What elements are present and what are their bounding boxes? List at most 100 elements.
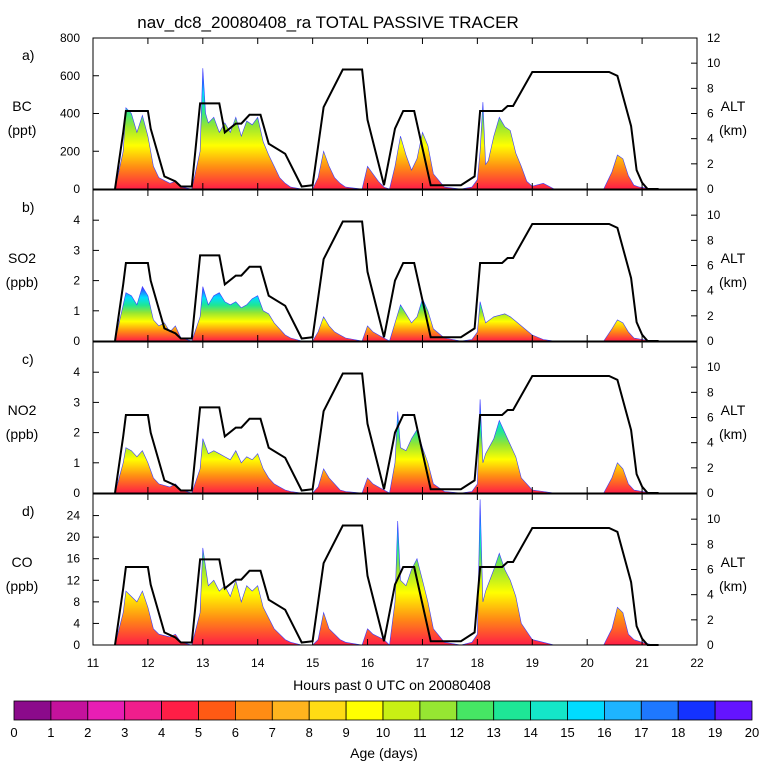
panel-letter: a) — [22, 47, 34, 63]
alt-axis-label: ALT — [721, 402, 746, 418]
colorbar-tick-label: 17 — [634, 725, 648, 740]
colorbar-tick-label: 11 — [413, 725, 427, 740]
species-units: (ppt) — [8, 122, 37, 138]
colorbar-swatch — [382, 700, 421, 721]
alt-tick-label: 6 — [707, 563, 714, 577]
y-tick-label: 4 — [73, 616, 80, 630]
colorbar: 0 1 2 3 4 5 6 7 8 9 10 11 12 13 14 15 16 17 18 19 20 — [10, 700, 759, 740]
x-tick-label: 11 — [87, 656, 100, 670]
alt-tick-label: 8 — [707, 233, 714, 247]
x-tick-label: 19 — [526, 656, 540, 670]
y-tick-label: 8 — [73, 595, 80, 609]
y-tick-label: 12 — [67, 573, 81, 587]
altitude-line-so2 — [114, 220, 659, 342]
species-units: (ppb) — [6, 274, 39, 290]
alt-tick-label: 2 — [707, 309, 714, 323]
colorbar-tick-label: 8 — [306, 725, 313, 740]
y-tick-label: 20 — [67, 530, 81, 544]
y-tick-label: 2 — [73, 426, 80, 440]
colorbar-tick-label: 16 — [597, 725, 611, 740]
alt-tick-label: 8 — [707, 537, 714, 551]
colorbar-swatch — [604, 700, 642, 721]
alt-tick-label: 12 — [707, 31, 721, 45]
colorbar-swatch — [161, 700, 199, 721]
colorbar-tick-label: 7 — [269, 725, 276, 740]
colorbar-swatch — [308, 700, 347, 721]
colorbar-swatch — [530, 700, 568, 721]
x-tick-label: 15 — [306, 656, 320, 670]
panel-no2: 0 1 2 3 4 0 2 4 6 8 10 c) NO2 (ppb) ALT (km) — [6, 341, 747, 500]
y-tick-label: 3 — [73, 243, 80, 257]
y-tick-label: 600 — [60, 69, 80, 83]
alt-tick-label: 2 — [707, 157, 714, 171]
y-tick-label: 0 — [73, 638, 80, 652]
species-label: BC — [12, 98, 31, 114]
alt-axis-label: ALT — [721, 98, 746, 114]
alt-tick-label: 10 — [707, 56, 721, 70]
altitude-line-no2 — [114, 372, 659, 494]
species-label: SO2 — [8, 250, 36, 266]
y-tick-label: 4 — [73, 365, 80, 379]
x-tick-label: 22 — [690, 656, 704, 670]
colorbar-swatch — [345, 700, 384, 721]
panel-letter: b) — [22, 199, 34, 215]
colorbar-tick-label: 9 — [342, 725, 349, 740]
altitude-line-co — [114, 524, 659, 646]
colorbar-tick-label: 19 — [708, 725, 722, 740]
species-label: NO2 — [8, 402, 37, 418]
y-tick-label: 16 — [67, 552, 81, 566]
alt-tick-label: 0 — [707, 334, 714, 348]
tracer-area-co — [114, 499, 654, 646]
y-tick-label: 0 — [73, 334, 80, 348]
colorbar-swatch — [124, 700, 162, 721]
tracer-area-bc — [114, 68, 654, 190]
alt-tick-label: 10 — [707, 208, 721, 222]
colorbar-swatch — [234, 700, 273, 721]
colorbar-tick-label: 5 — [195, 725, 202, 740]
alt-tick-label: 4 — [707, 132, 714, 146]
y-tick-label: 0 — [73, 182, 80, 196]
species-units: (ppb) — [6, 578, 39, 594]
colorbar-tick-label: 20 — [745, 725, 759, 740]
y-tick-label: 1 — [73, 456, 80, 470]
alt-axis-units: (km) — [719, 578, 747, 594]
alt-axis-units: (km) — [719, 426, 747, 442]
alt-tick-label: 10 — [707, 360, 721, 374]
alt-tick-label: 0 — [707, 182, 714, 196]
colorbar-swatch — [419, 700, 458, 721]
colorbar-swatch — [456, 700, 495, 721]
x-tick-label: 14 — [251, 656, 265, 670]
alt-tick-label: 4 — [707, 436, 714, 450]
x-tick-label: 17 — [416, 656, 430, 670]
colorbar-tick-label: 4 — [158, 725, 165, 740]
alt-tick-label: 6 — [707, 107, 714, 121]
alt-tick-label: 2 — [707, 461, 714, 475]
alt-axis-units: (km) — [719, 122, 747, 138]
colorbar-tick-label: 3 — [121, 725, 128, 740]
y-tick-label: 1 — [73, 304, 80, 318]
colorbar-tick-label: 6 — [232, 725, 239, 740]
colorbar-swatch — [271, 700, 310, 721]
species-units: (ppb) — [6, 426, 39, 442]
x-tick-label: 18 — [471, 656, 485, 670]
y-tick-label: 800 — [60, 31, 80, 45]
colorbar-swatch — [714, 700, 753, 721]
colorbar-swatch — [198, 700, 236, 721]
alt-tick-label: 4 — [707, 588, 714, 602]
alt-tick-label: 4 — [707, 284, 714, 298]
y-tick-label: 24 — [67, 509, 81, 523]
x-tick-label: 20 — [581, 656, 595, 670]
colorbar-tick-label: 2 — [84, 725, 91, 740]
x-axis-label: Hours past 0 UTC on 20080408 — [293, 677, 491, 693]
panel-bc: 0 200 400 600 800 0 2 4 6 8 10 12 a) BC (ppt) ALT (km) — [8, 31, 747, 196]
y-tick-label: 400 — [60, 107, 80, 121]
panels-group: 0200400600800024681012a)BC(ppt)ALT(km)01… — [6, 31, 747, 670]
y-tick-label: 4 — [73, 213, 80, 227]
colorbar-label: Age (days) — [350, 745, 418, 761]
colorbar-tick-label: 13 — [486, 725, 500, 740]
y-tick-label: 0 — [73, 486, 80, 500]
x-tick-label: 12 — [141, 656, 155, 670]
x-tick-label: 16 — [361, 656, 375, 670]
